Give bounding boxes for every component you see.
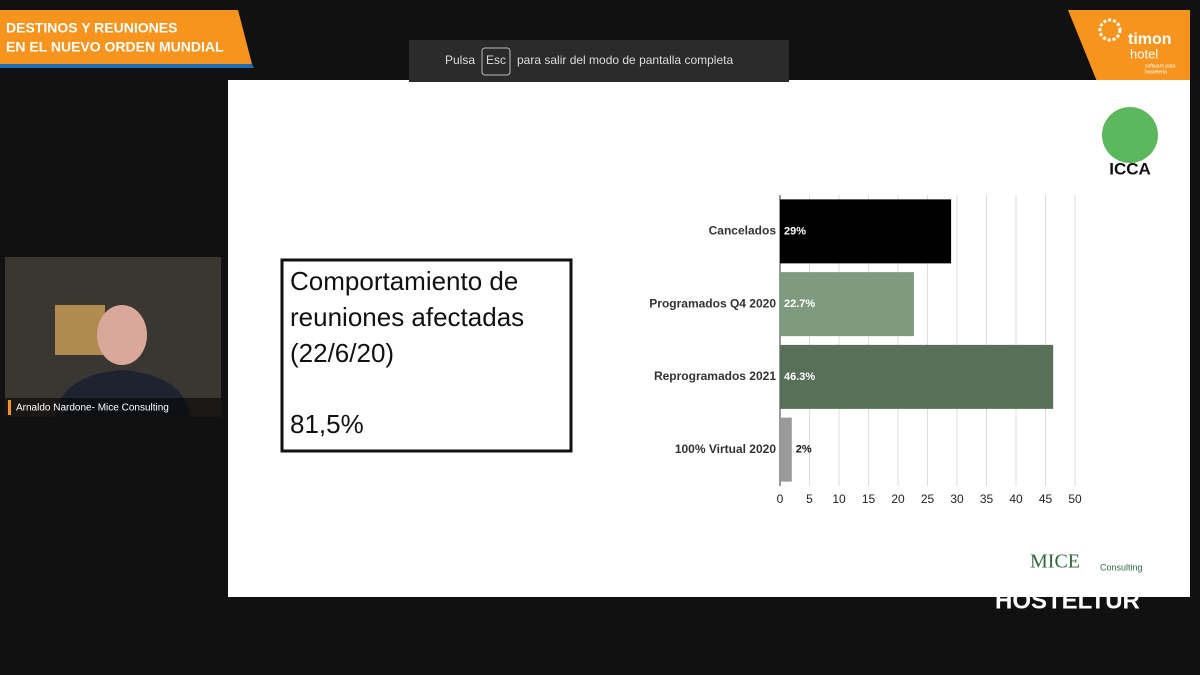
x-tick-label: 50 xyxy=(1068,492,1082,506)
mice-logo-sub: Consulting xyxy=(1100,562,1143,572)
value-label: 46.3% xyxy=(784,371,815,383)
banner-stripe xyxy=(0,64,254,68)
sponsor-bg xyxy=(1068,10,1190,84)
y-tick-label: Reprogramados 2021 xyxy=(654,369,776,383)
x-tick-label: 20 xyxy=(891,492,905,506)
y-tick-label: 100% Virtual 2020 xyxy=(675,442,777,456)
painting xyxy=(55,305,105,355)
sponsor-tagline: software para xyxy=(1145,63,1176,69)
x-tick-label: 25 xyxy=(921,492,935,506)
icca-logo xyxy=(1102,107,1158,163)
notice-text: Pulsa xyxy=(445,53,475,67)
speaker-head xyxy=(97,305,147,365)
x-tick-label: 45 xyxy=(1039,492,1053,506)
x-tick-label: 30 xyxy=(950,492,964,506)
sponsor-sub: hotel xyxy=(1130,46,1158,61)
bar xyxy=(780,344,1054,409)
icca-text: ICCA xyxy=(1109,159,1151,178)
sponsor-tagline: hostelería xyxy=(1145,69,1167,75)
value-label: 2% xyxy=(796,444,812,456)
box-line: Comportamiento de xyxy=(290,266,518,296)
watermark: HOSTELTUR xyxy=(995,587,1140,614)
bar xyxy=(780,272,914,337)
notice-text: para salir del modo de pantalla completa xyxy=(517,53,733,67)
x-tick-label: 5 xyxy=(806,492,813,506)
value-label: 22.7% xyxy=(784,298,815,310)
x-tick-label: 0 xyxy=(777,492,784,506)
value-label: 29% xyxy=(784,225,806,237)
mice-logo: MICE xyxy=(1030,551,1080,573)
notice-key-box xyxy=(481,47,511,76)
y-tick-label: Programados Q4 2020 xyxy=(649,296,776,310)
speaker-name: Arnaldo Nardone- Mice Consulting xyxy=(16,403,169,414)
x-tick-label: 10 xyxy=(832,492,846,506)
box-line: (22/6/20) xyxy=(290,338,394,368)
bar xyxy=(780,417,792,482)
name-accent xyxy=(8,400,11,415)
box-line: reuniones afectadas xyxy=(290,302,524,332)
banner-line: DESTINOS Y REUNIONES xyxy=(6,20,177,36)
name-bar xyxy=(5,398,221,417)
banner-bg xyxy=(0,10,252,64)
notice-bg xyxy=(409,40,789,82)
notice-key: Esc xyxy=(486,53,506,67)
banner-line: EN EL NUEVO ORDEN MUNDIAL xyxy=(6,39,224,55)
bar xyxy=(780,199,952,264)
y-tick-label: Cancelados xyxy=(709,224,777,238)
sponsor-icon xyxy=(1098,18,1122,42)
x-tick-label: 40 xyxy=(1009,492,1023,506)
slide-box xyxy=(280,258,573,453)
x-tick-label: 15 xyxy=(862,492,876,506)
chart: 0 5 10 15 20 25 30 35 40 45 50 Cancelados 29% Program… xyxy=(649,195,1082,506)
sponsor-name: timon xyxy=(1128,31,1172,48)
box-value: 81,5% xyxy=(290,409,364,439)
x-tick-label: 35 xyxy=(980,492,994,506)
